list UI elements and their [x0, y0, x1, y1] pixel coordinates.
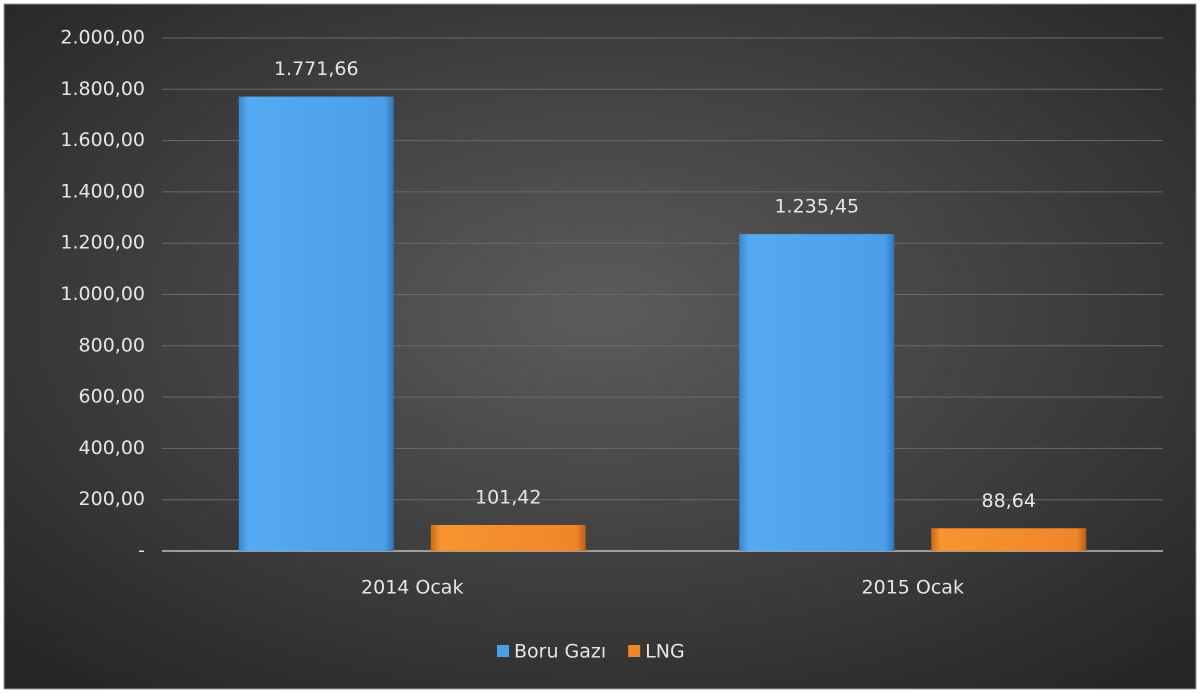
bar	[430, 524, 586, 551]
y-tick-label: 2.000,00	[60, 27, 145, 49]
y-tick-label: 1.600,00	[60, 129, 145, 151]
y-tick-label: 600,00	[79, 386, 145, 408]
data-label: 101,42	[475, 486, 541, 508]
bar	[238, 96, 394, 551]
bar	[931, 528, 1087, 551]
y-tick-label: 800,00	[79, 334, 145, 356]
y-tick-label: 1.200,00	[60, 232, 145, 254]
data-label: 88,64	[982, 490, 1036, 512]
bar	[739, 234, 895, 552]
legend-swatch	[497, 645, 509, 657]
data-label: 1.771,66	[274, 58, 359, 80]
legend-label: Boru Gazı	[514, 641, 606, 663]
chart-background	[3, 3, 1197, 690]
legend-label: LNG	[645, 641, 685, 663]
y-tick-label: -	[138, 540, 145, 562]
y-tick-label: 400,00	[79, 437, 145, 459]
y-tick-label: 1.800,00	[60, 78, 145, 100]
y-tick-label: 1.000,00	[60, 283, 145, 305]
y-tick-label: 1.400,00	[60, 180, 145, 202]
y-tick-label: 200,00	[79, 488, 145, 510]
legend-swatch	[628, 645, 641, 657]
x-tick-label: 2014 Ocak	[361, 577, 463, 599]
data-label: 1.235,45	[774, 196, 859, 218]
x-tick-label: 2015 Ocak	[862, 577, 964, 599]
